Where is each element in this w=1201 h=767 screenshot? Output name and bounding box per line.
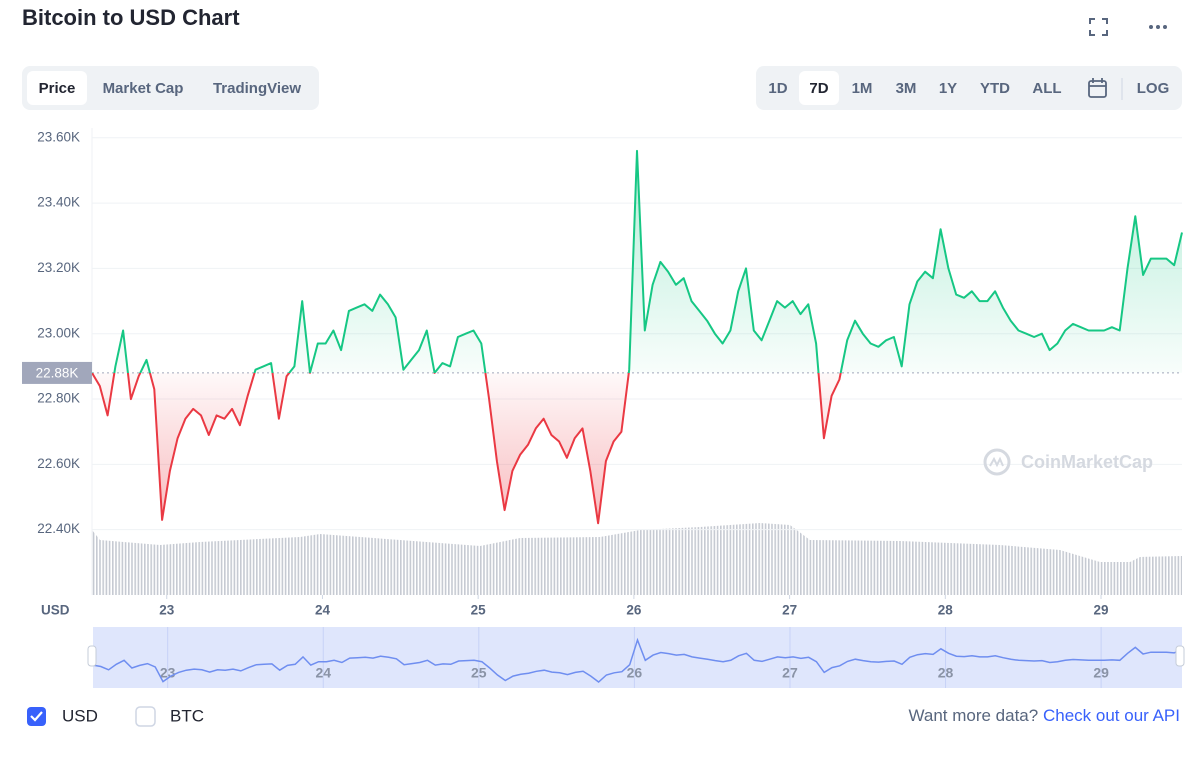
navigator-tick-label: 25 [471,665,487,681]
tab-group [22,66,319,110]
tab[interactable]: Price [39,80,76,97]
y-tick-label: 23.60K [37,129,80,144]
navigator-handle[interactable] [1175,645,1185,667]
x-tick-label: 29 [1094,603,1109,618]
x-tick-label: 24 [315,603,331,618]
checkbox[interactable] [135,706,156,727]
tab[interactable]: TradingView [213,80,301,97]
y-tick-label: 22.80K [37,391,80,406]
range-group [756,66,1182,110]
price-area [92,150,1182,524]
watermark: CoinMarketCap [983,448,1153,476]
log-button[interactable]: LOG [1137,80,1170,97]
plot: 22.88K CoinMarketCap [22,149,1183,525]
tab[interactable]: Market Cap [103,80,184,97]
currency-label: USD [62,706,98,725]
y-tick-label: 23.40K [37,195,80,210]
navigator-tick-label: 27 [782,665,798,681]
y-tick-label: 23.20K [37,260,80,275]
more-icon[interactable] [1149,25,1167,29]
navigator-tick-label: 29 [1093,665,1109,681]
x-tick-label: 26 [626,603,642,618]
navigator-content: 23 24 25 26 27 28 29 [92,627,1183,688]
grid: 22.40K 22.60K 22.80K 23.00K 23.20K 23.40K 23.6… [37,128,1182,618]
range[interactable]: 7D [809,80,828,97]
checkbox-checked[interactable] [27,707,46,726]
watermark-logo-mark [989,456,1004,468]
prompt: Want more data? [908,706,1038,725]
title: Bitcoin to USD Chart [22,5,240,30]
api-prompt: Want more data? Check out our API [908,706,1180,725]
navigator-tick-label: 26 [627,665,643,681]
range[interactable]: 1Y [939,80,957,97]
y-tick-label: 22.40K [37,521,80,536]
check-mark [30,711,43,722]
x-tick-label: 27 [782,603,797,618]
range[interactable]: ALL [1032,80,1061,97]
navigator-tick-label: 23 [160,665,176,681]
baseline-label-bg [22,361,92,384]
y-axis-label: USD [41,603,70,618]
x-tick-label: 28 [938,603,954,618]
price-line [91,149,1183,525]
calendar-icon[interactable] [1088,78,1107,98]
watermark-logo [983,448,1011,476]
watermark-text: CoinMarketCap [1021,452,1153,472]
range[interactable]: YTD [980,80,1010,97]
navigator-tick-label: 24 [315,665,331,681]
navigator-handle[interactable] [87,645,97,667]
x-tick-label: 23 [159,603,175,618]
tab-active [27,71,87,105]
currency-label: BTC [170,706,204,725]
x-tick-label: 25 [471,603,487,618]
api-link[interactable]: Check out our API [1043,706,1180,725]
range[interactable]: 1M [852,80,873,97]
navigator-line [92,637,1183,683]
range-active [799,71,839,105]
baseline-label: 22.88K [36,365,79,380]
y-tick-label: 22.60K [37,456,80,471]
fullscreen-icon[interactable] [1089,18,1108,36]
y-tick-label: 23.00K [37,325,80,340]
range[interactable]: 3M [896,80,917,97]
volume-bars [92,523,1182,595]
navigator-tick-label: 28 [938,665,954,681]
range[interactable]: 1D [768,80,787,97]
